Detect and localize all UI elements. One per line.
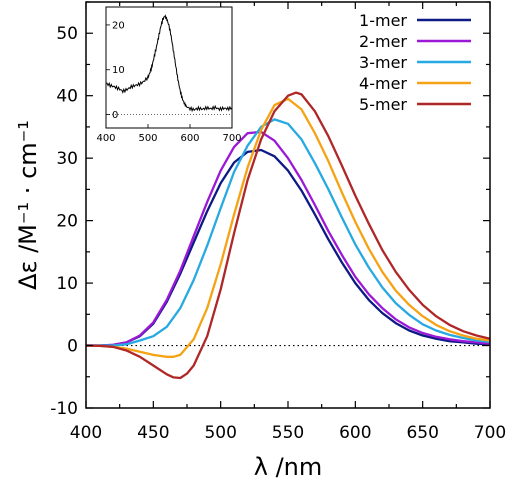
y-tick-label: 0	[67, 337, 78, 357]
inset-y-tick-label: 0	[112, 110, 118, 121]
x-tick-label: 700	[474, 423, 506, 443]
y-axis-title: Δε /M⁻¹ · cm⁻¹	[14, 120, 42, 290]
legend-item-4-mer: 4-mer	[359, 74, 471, 93]
legend-item-3-mer: 3-mer	[359, 53, 471, 72]
inset-tick-group	[105, 24, 233, 128]
series-line-3-mer	[86, 118, 491, 347]
legend-item-1-mer: 1-mer	[359, 11, 471, 30]
inset-tick-label-group: 400 500 600 700 0 10 20	[96, 20, 241, 144]
main-series-group	[85, 91, 491, 380]
x-tick-label: 600	[339, 423, 371, 443]
legend: 1-mer 2-mer 3-mer 4-mer 5-mer	[359, 11, 471, 114]
x-tick-label: 450	[137, 423, 169, 443]
inset-series-line	[105, 14, 233, 113]
y-tick-label: 10	[56, 274, 78, 294]
series-line-2-mer	[86, 130, 491, 347]
x-axis-title: λ /nm	[254, 453, 323, 481]
inset-y-tick-label: 20	[112, 20, 125, 31]
inset-x-tick-label: 600	[180, 133, 199, 144]
y-tick-label: 40	[56, 87, 78, 107]
legend-label: 3-mer	[359, 53, 407, 72]
main-tick-group	[85, 1, 491, 409]
legend-label: 1-mer	[359, 11, 407, 30]
legend-label: 2-mer	[359, 32, 407, 51]
x-tick-label: 550	[272, 423, 304, 443]
inset-y-tick-label: 10	[112, 65, 125, 76]
x-tick-label: 650	[406, 423, 438, 443]
legend-label: 4-mer	[359, 74, 407, 93]
inset-x-tick-label: 400	[96, 133, 115, 144]
inset-x-tick-label: 500	[138, 133, 157, 144]
y-tick-label: -10	[50, 399, 78, 419]
legend-label: 5-mer	[359, 95, 407, 114]
y-tick-label: 50	[56, 24, 78, 44]
inset-chart: 400 500 600 700 0 10 20	[96, 6, 242, 144]
y-tick-label: 30	[56, 149, 78, 169]
legend-item-2-mer: 2-mer	[359, 32, 471, 51]
x-tick-label: 500	[204, 423, 236, 443]
series-line-5-mer	[85, 91, 491, 380]
x-tick-label: 400	[70, 423, 102, 443]
y-tick-label: 20	[56, 212, 78, 232]
inset-x-tick-label: 700	[222, 133, 241, 144]
main-tick-label-group: 400 450 500 550 600 650 700 -10 0 10 20 30 40 50	[50, 24, 506, 443]
inset-frame	[105, 6, 233, 129]
legend-item-5-mer: 5-mer	[359, 95, 471, 114]
